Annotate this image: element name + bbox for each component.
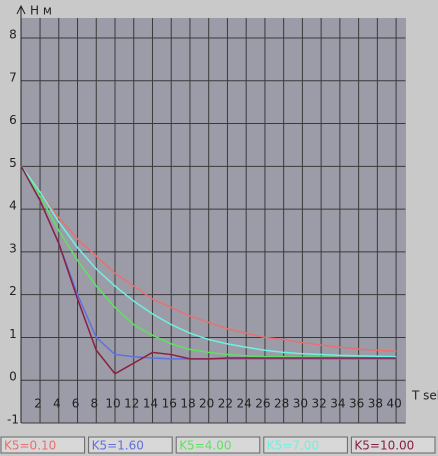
legend-label: K5=7.00 [267, 439, 319, 453]
x-axis-label: T sek [411, 389, 438, 403]
y-tick-label: 0 [9, 370, 17, 384]
x-tick-label: 12 [124, 397, 139, 411]
y-tick-label: 7 [9, 70, 17, 84]
y-tick-label: 6 [9, 113, 17, 127]
y-axis-label: H м [30, 4, 52, 18]
legend-box [88, 436, 173, 454]
x-tick-label: 36 [349, 397, 364, 411]
x-tick-label: 18 [180, 397, 195, 411]
x-tick-label: 32 [311, 397, 326, 411]
x-tick-label: 28 [274, 397, 289, 411]
legend-box [175, 436, 261, 454]
legend-label: K5=0.10 [4, 439, 56, 453]
x-tick-label: 6 [72, 397, 80, 411]
x-tick-label: 14 [143, 397, 158, 411]
x-tick-label: 38 [368, 397, 383, 411]
y-tick-label: -1 [7, 413, 19, 427]
legend-label: K5=1.60 [92, 439, 144, 453]
y-tick-label: 1 [9, 327, 17, 341]
legend-label: K5=10.00 [354, 439, 414, 453]
x-tick-label: 2 [34, 397, 42, 411]
x-tick-label: 30 [293, 397, 308, 411]
x-tick-label: 22 [218, 397, 233, 411]
x-tick-label: 10 [105, 397, 120, 411]
series-line [20, 165, 397, 375]
x-tick-label: 20 [199, 397, 214, 411]
plot-area [21, 18, 406, 423]
series-line [20, 165, 397, 352]
y-tick-label: 2 [9, 284, 17, 298]
x-tick-label: 4 [53, 397, 61, 411]
legend-box [263, 436, 348, 454]
x-tick-label: 40 [386, 397, 401, 411]
y-tick-label: 8 [9, 28, 17, 42]
y-arrow [16, 4, 26, 15]
series-line [20, 165, 397, 358]
x-tick-label: 16 [162, 397, 177, 411]
legend-label: K5=4.00 [179, 439, 231, 453]
legend-box [350, 436, 436, 454]
y-tick-label: 4 [9, 199, 17, 213]
x-tick-label: 34 [330, 397, 345, 411]
x-tick-label: 26 [255, 397, 270, 411]
legend-box [0, 436, 86, 454]
y-tick-label: 3 [9, 241, 17, 255]
x-tick-label: 8 [90, 397, 98, 411]
x-tick-label: 24 [237, 397, 252, 411]
y-tick-label: 5 [9, 156, 17, 170]
